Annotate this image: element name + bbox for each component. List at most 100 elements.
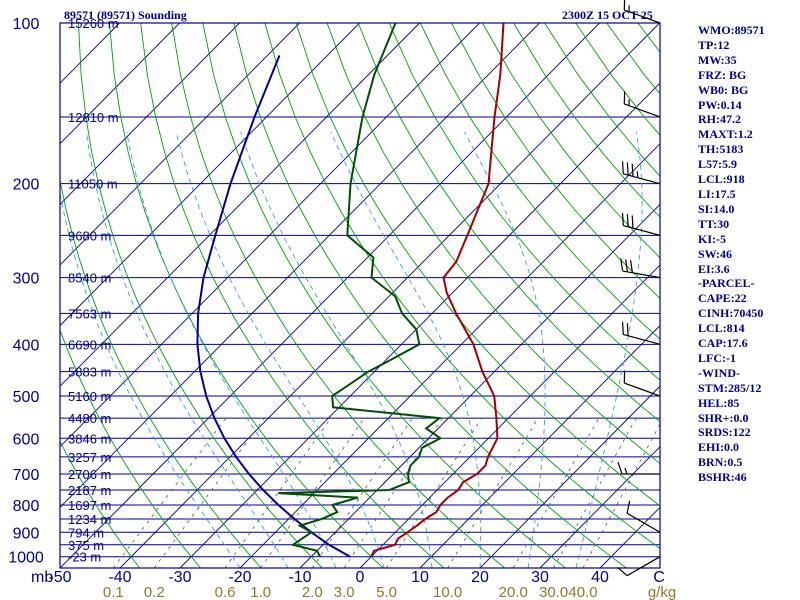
sounding-index-line: MW:35 xyxy=(698,52,737,67)
temperature-trace xyxy=(370,23,505,558)
mixing-ratio-line xyxy=(386,417,482,568)
sounding-index-line: SRDS:122 xyxy=(698,425,751,440)
wind-barb-full xyxy=(626,323,629,336)
sounding-index-line: CAP:17.6 xyxy=(698,336,748,351)
sounding-index-line: SW:46 xyxy=(698,246,733,261)
sounding-index-line: SI:14.0 xyxy=(698,201,735,216)
moist-adiabat-line xyxy=(464,131,546,568)
sounding-index-line: LCL:814 xyxy=(698,321,745,336)
wind-barb-shaft xyxy=(624,9,661,24)
isotherm-line xyxy=(239,143,660,568)
height-label: 6690 m xyxy=(68,337,111,352)
pressure-tick-label: 300 xyxy=(13,271,40,288)
height-label: 11050 m xyxy=(68,177,118,192)
wind-barb-full xyxy=(617,566,628,577)
wind-barb-full xyxy=(631,215,634,229)
wind-barb-shaft xyxy=(622,270,661,279)
mixing-ratio-label: 3.0 xyxy=(334,584,355,600)
mixing-ratio-label: 0.6 xyxy=(215,584,236,600)
dry-adiabat-line xyxy=(60,177,262,568)
mixing-ratio-line xyxy=(447,417,539,568)
wind-barb xyxy=(621,212,661,236)
sounding-index-line: TH:5183 xyxy=(698,142,744,157)
height-label: -23 m xyxy=(68,550,101,565)
moist-adiabat-line xyxy=(60,190,241,568)
pressure-tick-label: 500 xyxy=(13,389,40,406)
datetime-label: 2300Z 15 OCT 25 xyxy=(562,8,653,22)
isotherm-line xyxy=(539,446,660,568)
isotherm-line xyxy=(60,23,300,266)
sounding-index-line: LFC:-1 xyxy=(698,350,736,365)
wind-barb-shaft xyxy=(626,512,661,533)
wind-barb-shaft xyxy=(623,333,661,345)
pressure-tick-label: 100 xyxy=(13,16,40,33)
wind-barb-shaft xyxy=(626,556,661,577)
temperature-tick-label: -30 xyxy=(168,569,191,586)
mixing-ratio-label: 20.0 xyxy=(499,584,528,600)
dry-adiabat-line xyxy=(295,23,660,507)
sounding-index-line: LCL:918 xyxy=(698,172,745,187)
dry-adiabat-line xyxy=(451,23,660,299)
plot-frame xyxy=(59,22,661,569)
height-label: 3257 m xyxy=(68,450,111,465)
sounding-index-line: BSHR:46 xyxy=(698,470,747,485)
dry-adiabat-line xyxy=(264,23,660,550)
wind-barb xyxy=(617,461,660,475)
wind-barb-full xyxy=(631,163,634,177)
mixing-ratio-line xyxy=(224,417,332,568)
temperature-tick-label: -20 xyxy=(228,569,251,586)
wind-barb-full xyxy=(626,214,629,227)
height-label: 1697 m xyxy=(68,498,111,513)
sounding-index-line: CAPE:22 xyxy=(698,291,747,306)
dry-adiabat-line xyxy=(388,23,660,381)
temperature-tick-label: 40 xyxy=(591,569,609,586)
wind-barb xyxy=(626,500,661,533)
temperature-tick-label: 30 xyxy=(531,569,549,586)
dry-adiabat-line xyxy=(233,23,627,568)
pressure-tick-label: 700 xyxy=(13,467,40,484)
height-label: 5160 m xyxy=(68,389,111,404)
temperature-tick-label: 20 xyxy=(471,569,489,586)
mixing-ratio-label: 5.0 xyxy=(376,584,397,600)
sounding-index-line: PW:0.14 xyxy=(698,97,742,112)
pressure-tick-label: 900 xyxy=(13,525,40,542)
wind-barb-full xyxy=(621,321,624,335)
height-label: 7563 m xyxy=(68,306,111,321)
dry-adiabat-line xyxy=(109,23,384,568)
isotherm-line xyxy=(179,82,660,568)
wind-barb-half xyxy=(624,467,628,475)
height-label: 4480 m xyxy=(68,411,111,426)
sounding-index-line: TT:30 xyxy=(698,216,730,231)
temperature-unit-label: C xyxy=(653,569,665,586)
height-label: 12810 m xyxy=(68,110,119,125)
dry-adiabat-line xyxy=(419,23,660,340)
isotherm-line xyxy=(60,23,480,448)
wind-barb xyxy=(621,161,661,185)
isotherm-line xyxy=(479,385,660,568)
isotherm-line xyxy=(60,23,240,206)
height-label: 2706 m xyxy=(68,467,111,482)
sounding-index-line: TP:12 xyxy=(698,37,730,52)
mixing-ratio-line xyxy=(512,417,600,568)
isotherm-line xyxy=(60,23,600,568)
moist-adiabat-line xyxy=(126,131,337,568)
sounding-index-line: FRZ: BG xyxy=(698,67,747,82)
sounding-index-line: -WIND- xyxy=(698,365,740,380)
sounding-index-line: LI:17.5 xyxy=(698,186,736,201)
wind-barb-full xyxy=(621,161,624,174)
mixing-ratio-label: 10.0 xyxy=(433,584,462,600)
sounding-index-line: -PARCEL- xyxy=(698,276,755,291)
sounding-index-line: SHR+:0.0 xyxy=(698,410,749,425)
pressure-tick-label: 1000 xyxy=(8,550,44,567)
sounding-index-line: EHI:0.0 xyxy=(698,440,740,455)
dry-adiabat-line xyxy=(202,23,566,568)
moist-adiabat-line xyxy=(85,131,289,568)
mixing-ratio-label: 0.2 xyxy=(144,584,165,600)
temperature-tick-label: -40 xyxy=(108,569,131,586)
sounding-index-line: WMO:89571 xyxy=(698,23,765,37)
height-label: 794 m xyxy=(68,525,104,540)
sounding-profiles xyxy=(196,23,505,558)
wind-barbs xyxy=(617,0,661,577)
pressure-tick-label: 600 xyxy=(13,431,40,448)
